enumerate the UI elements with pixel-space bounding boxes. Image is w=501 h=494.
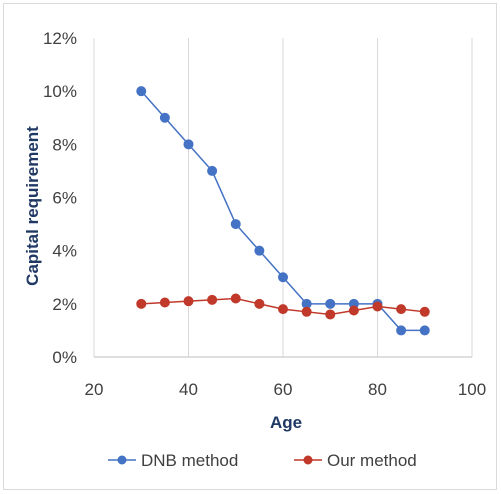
series-dnb-method bbox=[136, 86, 430, 336]
legend-swatch-marker bbox=[303, 455, 313, 465]
legend-label: Our method bbox=[327, 451, 417, 470]
series bbox=[136, 86, 430, 336]
legend-item: DNB method bbox=[108, 451, 238, 470]
data-point bbox=[325, 309, 336, 320]
data-point bbox=[254, 298, 265, 309]
data-point bbox=[183, 139, 194, 150]
data-point bbox=[325, 298, 336, 309]
y-tick-label: 6% bbox=[52, 189, 77, 208]
data-point bbox=[159, 297, 170, 308]
data-point bbox=[136, 298, 147, 309]
legend: DNB method Our method bbox=[108, 451, 417, 470]
data-point bbox=[254, 245, 265, 256]
data-point bbox=[278, 272, 288, 283]
x-tick-label: 40 bbox=[179, 380, 198, 399]
data-point bbox=[419, 325, 430, 336]
data-point bbox=[230, 293, 241, 304]
y-tick-label: 10% bbox=[43, 82, 77, 101]
data-point bbox=[372, 301, 383, 312]
x-tick-label: 20 bbox=[85, 380, 104, 399]
series-our-method bbox=[136, 293, 430, 320]
data-point bbox=[419, 306, 430, 317]
y-tick-label: 4% bbox=[52, 242, 77, 261]
data-point bbox=[136, 86, 147, 97]
x-tick-label: 60 bbox=[274, 380, 293, 399]
tick-labels: 20 40 60 80 100 0% 2% 4% 6% 8% 10% 12% bbox=[43, 29, 486, 399]
line-chart: 20 40 60 80 100 0% 2% 4% 6% 8% 10% 12% Age Capital … bbox=[23, 29, 486, 470]
data-point bbox=[159, 112, 170, 123]
data-point bbox=[396, 304, 407, 315]
legend-label: DNB method bbox=[141, 451, 238, 470]
data-point bbox=[230, 219, 241, 230]
legend-swatch-marker bbox=[117, 455, 127, 465]
x-tick-label: 80 bbox=[368, 380, 387, 399]
data-point bbox=[207, 294, 218, 305]
legend-item: Our method bbox=[294, 451, 417, 470]
data-point bbox=[348, 305, 359, 316]
data-point bbox=[278, 304, 288, 315]
y-axis-title: Capital requirement bbox=[23, 126, 42, 286]
data-point bbox=[183, 296, 194, 307]
x-tick-label: 100 bbox=[458, 380, 486, 399]
y-tick-label: 8% bbox=[52, 135, 77, 154]
chart-container: 20 40 60 80 100 0% 2% 4% 6% 8% 10% 12% Age Capital … bbox=[3, 3, 497, 490]
data-point bbox=[207, 165, 218, 176]
y-tick-label: 12% bbox=[43, 29, 77, 48]
y-tick-label: 2% bbox=[52, 295, 77, 314]
data-point bbox=[301, 306, 312, 317]
y-tick-label: 0% bbox=[52, 348, 77, 367]
data-point bbox=[396, 325, 407, 336]
x-axis-title: Age bbox=[270, 413, 302, 432]
